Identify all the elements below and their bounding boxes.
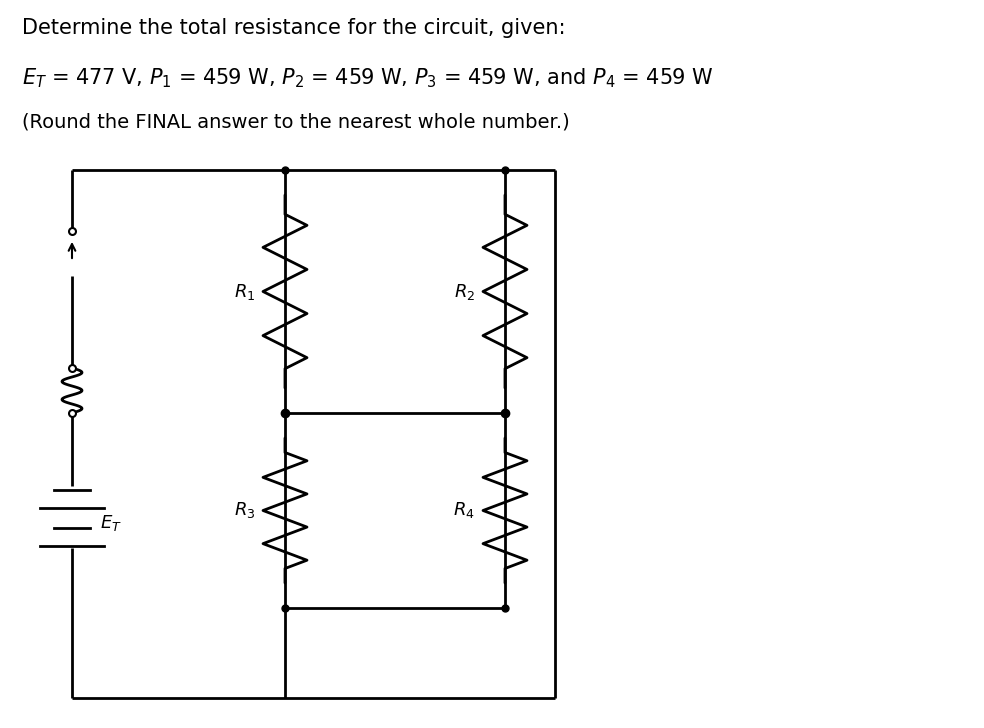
- Text: (Round the FINAL answer to the nearest whole number.): (Round the FINAL answer to the nearest w…: [22, 113, 570, 132]
- Text: $E_T$ = 477 V, $P_1$ = 459 W, $P_2$ = 459 W, $P_3$ = 459 W, and $P_4$ = 459 W: $E_T$ = 477 V, $P_1$ = 459 W, $P_2$ = 45…: [22, 66, 713, 90]
- Text: $R_4$: $R_4$: [454, 501, 475, 521]
- Text: $R_1$: $R_1$: [233, 282, 255, 301]
- Text: $E_T$: $E_T$: [100, 513, 122, 533]
- Text: $R_3$: $R_3$: [233, 501, 255, 521]
- Text: $R_2$: $R_2$: [454, 282, 475, 301]
- Text: Determine the total resistance for the circuit, given:: Determine the total resistance for the c…: [22, 18, 566, 38]
